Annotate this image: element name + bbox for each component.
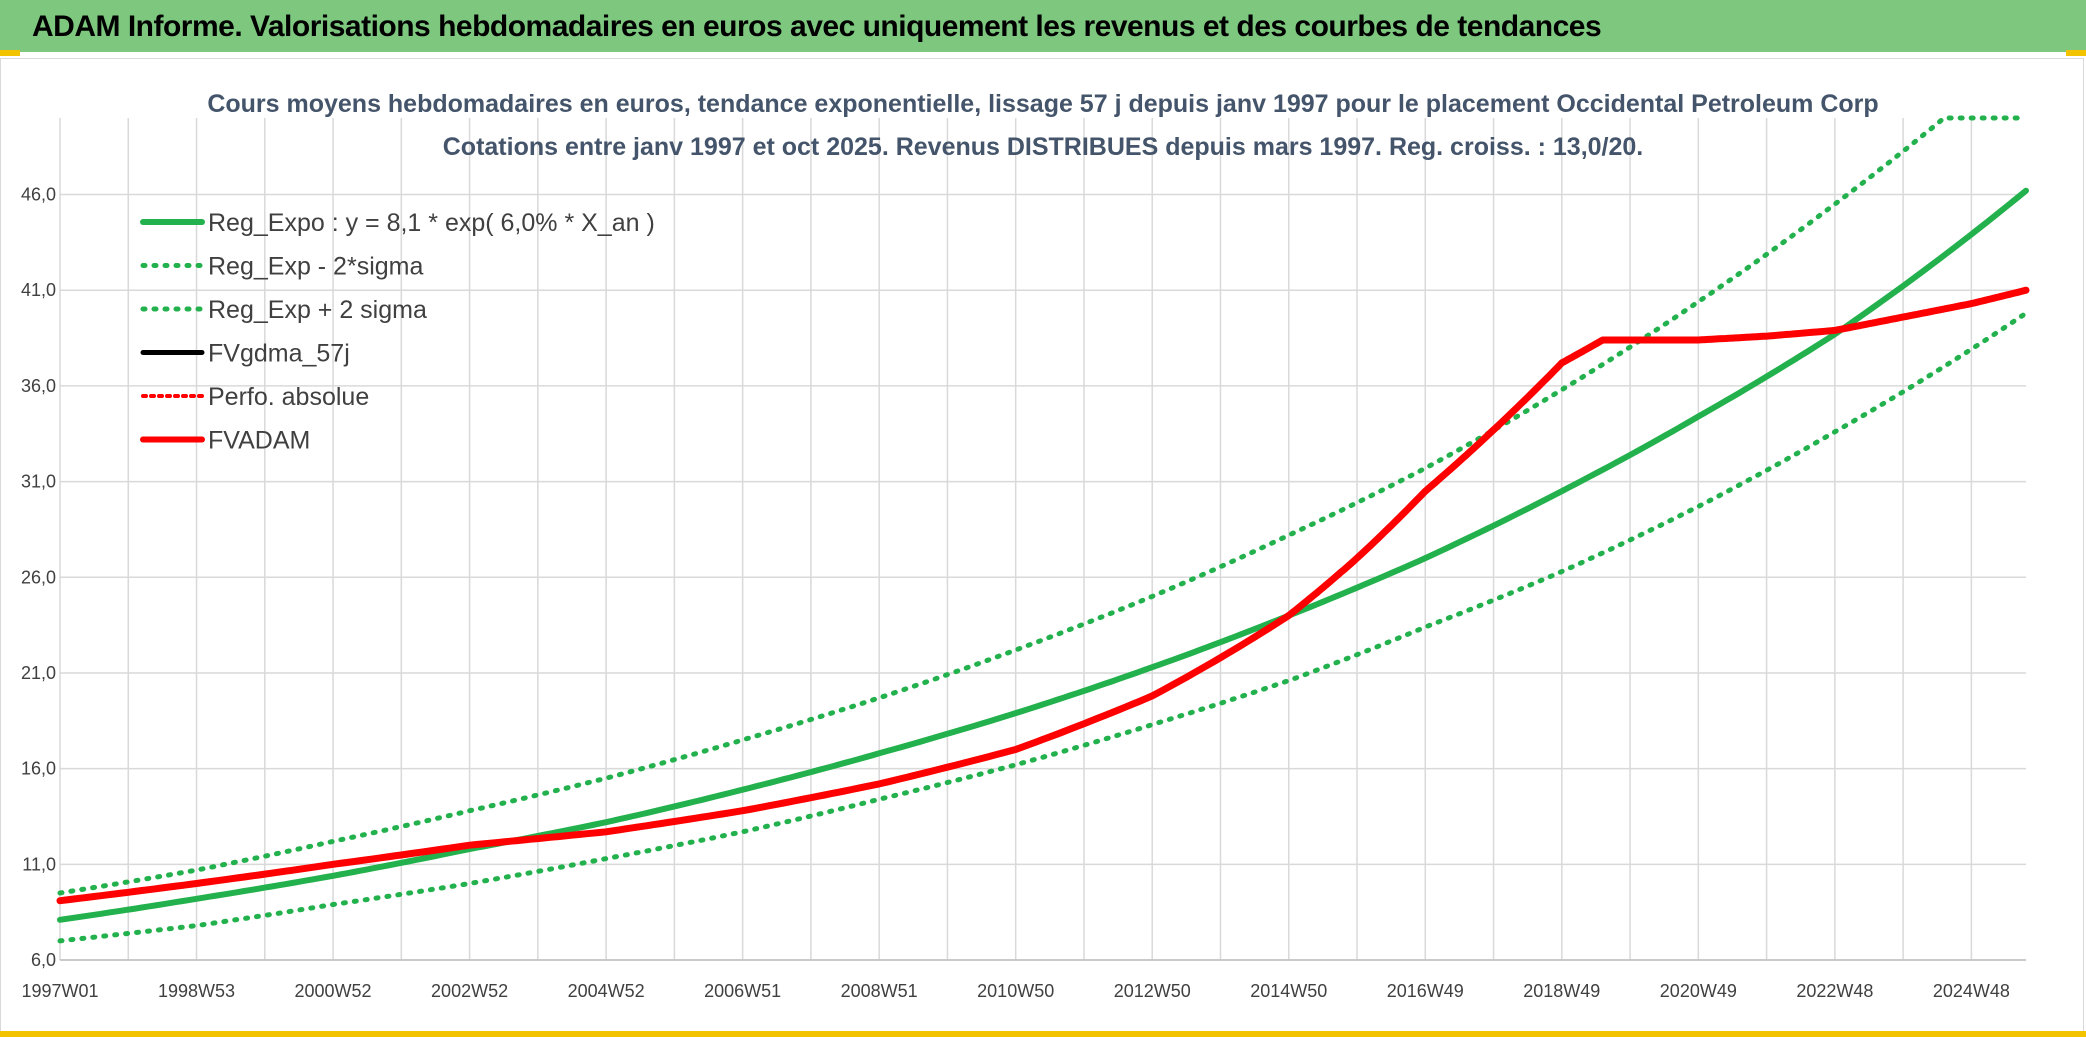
bottom-accent-line — [0, 1031, 2086, 1037]
banner-title: ADAM Informe. Valorisations hebdomadaire… — [32, 10, 1602, 43]
x-tick-label: 2010W50 — [977, 981, 1054, 1001]
banner-accent-left — [0, 50, 20, 56]
x-tick-label: 2024W48 — [1933, 981, 2010, 1001]
y-axis-ticks: 6,0 11,0 16,0 21,0 26,0 31,0 36,0 41,0 46,0 — [21, 185, 56, 970]
legend-label: FVgdma_57j — [208, 340, 350, 368]
x-tick-label: 2000W52 — [295, 981, 372, 1001]
series-line-reg-exp-2-sigma — [57, 115, 2029, 896]
y-tick-label: 16,0 — [21, 759, 56, 779]
chart-grid — [59, 118, 2026, 961]
series-line-reg-expo — [57, 187, 2029, 923]
x-tick-label: 2014W50 — [1250, 981, 1327, 1001]
x-tick-label: 2022W48 — [1796, 981, 1873, 1001]
y-tick-label: 21,0 — [21, 663, 56, 683]
x-tick-label: 2004W52 — [568, 981, 645, 1001]
legend-label: Reg_Exp + 2 sigma — [208, 296, 427, 324]
banner-accent-right — [2066, 50, 2086, 56]
legend-label: Perfo. absolue — [208, 383, 369, 411]
legend-label: Reg_Exp - 2*sigma — [208, 253, 423, 281]
x-tick-label: 1997W01 — [21, 981, 98, 1001]
y-tick-label: 41,0 — [21, 280, 56, 300]
y-tick-label: 6,0 — [31, 950, 56, 970]
chart-series — [56, 115, 2030, 944]
y-tick-label: 11,0 — [22, 854, 56, 874]
series-line-reg-exp-2-sigma — [57, 310, 2029, 944]
series-line-fvadam — [56, 286, 2030, 905]
x-tick-label: 2016W49 — [1387, 981, 1464, 1001]
y-tick-label: 26,0 — [21, 567, 56, 587]
y-tick-label: 31,0 — [21, 472, 56, 492]
legend-label: Reg_Expo : y = 8,1 * exp( 6,0% * X_an ) — [208, 209, 655, 237]
x-tick-label: 2006W51 — [704, 981, 781, 1001]
x-tick-label: 2018W49 — [1523, 981, 1600, 1001]
y-tick-label: 46,0 — [21, 185, 56, 205]
chart-title-line1: Cours moyens hebdomadaires en euros, ten… — [207, 90, 1878, 118]
x-tick-label: 2020W49 — [1660, 981, 1737, 1001]
x-axis-ticks: 1997W01 1998W53 2000W52 2002W52 2004W52 2006W… — [21, 981, 2009, 1001]
x-tick-label: 1998W53 — [158, 981, 235, 1001]
x-tick-label: 2012W50 — [1114, 981, 1191, 1001]
x-tick-label: 2008W51 — [841, 981, 918, 1001]
y-tick-label: 36,0 — [21, 376, 56, 396]
report-banner: ADAM Informe. Valorisations hebdomadaire… — [0, 0, 2086, 56]
legend-label: FVADAM — [208, 427, 310, 455]
chart-title-line2: Cotations entre janv 1997 et oct 2025. R… — [443, 133, 1644, 161]
x-tick-label: 2002W52 — [431, 981, 508, 1001]
chart-legend: Reg_Expo : y = 8,1 * exp( 6,0% * X_an ) R… — [140, 209, 655, 455]
